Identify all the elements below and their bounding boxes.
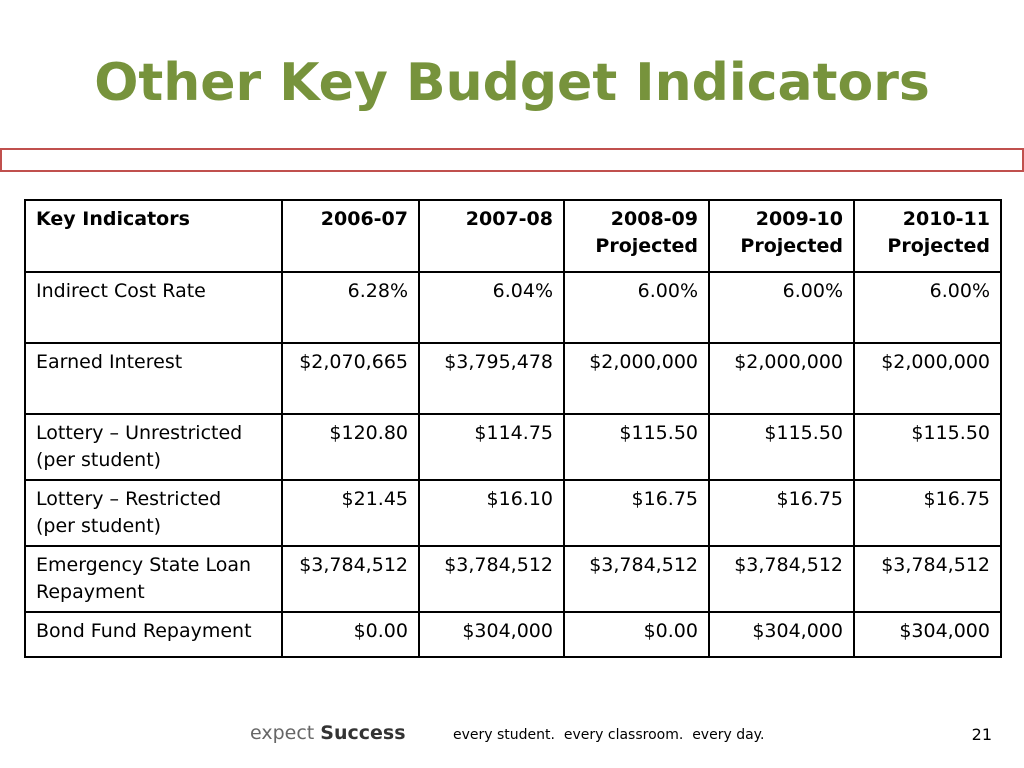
table-cell: $16.75 [563, 479, 710, 547]
row-label: Bond Fund Repayment [24, 611, 283, 658]
table-row: Bond Fund Repayment $0.00 $304,000 $0.00… [24, 611, 1002, 658]
table-cell: $114.75 [418, 413, 565, 481]
table-cell: 6.28% [281, 271, 420, 344]
row-label: Indirect Cost Rate [24, 271, 283, 344]
brand-success: Success [320, 722, 406, 744]
table-cell: $2,000,000 [563, 342, 710, 415]
table-cell: $115.50 [853, 413, 1002, 481]
table-cell: $21.45 [281, 479, 420, 547]
footer-brand-logo: expect Success [250, 722, 406, 744]
table-cell: $16.75 [853, 479, 1002, 547]
table-cell: $0.00 [281, 611, 420, 658]
table-row: Lottery – Unrestricted (per student) $120… [24, 413, 1002, 481]
table-cell: $2,070,665 [281, 342, 420, 415]
table-cell: $115.50 [563, 413, 710, 481]
row-label: Emergency State Loan Repayment [24, 545, 283, 613]
table-row: Emergency State Loan Repayment $3,784,512… [24, 545, 1002, 613]
row-label: Earned Interest [24, 342, 283, 415]
table-row: Lottery – Restricted (per student) $21.45… [24, 479, 1002, 547]
table-cell: 6.00% [853, 271, 1002, 344]
slide-title: Other Key Budget Indicators [94, 53, 930, 113]
table-cell: $16.75 [708, 479, 855, 547]
table-cell: $120.80 [281, 413, 420, 481]
table-cell: $3,784,512 [418, 545, 565, 613]
slide-number: 21 [971, 725, 992, 744]
table-cell: $3,784,512 [281, 545, 420, 613]
table-cell: 6.04% [418, 271, 565, 344]
indicators-table: Key Indicators 2006-07 2007-08 2008-09 Pr… [24, 199, 1002, 658]
table-cell: $304,000 [853, 611, 1002, 658]
table-cell: $3,795,478 [418, 342, 565, 415]
table-row: Indirect Cost Rate 6.28% 6.04% 6.00% 6.0… [24, 271, 1002, 344]
column-header: 2010-11 Projected [853, 199, 1002, 273]
table-cell: $304,000 [708, 611, 855, 658]
row-label: Lottery – Unrestricted (per student) [24, 413, 283, 481]
column-header: 2009-10 Projected [708, 199, 855, 273]
table-cell: $3,784,512 [708, 545, 855, 613]
table-cell: $304,000 [418, 611, 565, 658]
indicators-table-container: Key Indicators 2006-07 2007-08 2008-09 Pr… [24, 199, 1002, 658]
table-cell: $3,784,512 [853, 545, 1002, 613]
table-cell: 6.00% [708, 271, 855, 344]
table-cell: $2,000,000 [708, 342, 855, 415]
table-cell: $16.10 [418, 479, 565, 547]
column-header: 2008-09 Projected [563, 199, 710, 273]
column-header: Key Indicators [24, 199, 283, 273]
row-label: Lottery – Restricted (per student) [24, 479, 283, 547]
column-header: 2006-07 [281, 199, 420, 273]
table-cell: $2,000,000 [853, 342, 1002, 415]
table-cell: 6.00% [563, 271, 710, 344]
footer-tagline: every student. every classroom. every da… [453, 727, 765, 743]
table-header-row: Key Indicators 2006-07 2007-08 2008-09 Pr… [24, 199, 1002, 273]
table-cell: $0.00 [563, 611, 710, 658]
column-header: 2007-08 [418, 199, 565, 273]
table-cell: $3,784,512 [563, 545, 710, 613]
table-cell: $115.50 [708, 413, 855, 481]
table-row: Earned Interest $2,070,665 $3,795,478 $2… [24, 342, 1002, 415]
brand-expect: expect [250, 722, 315, 744]
title-divider-bar [0, 148, 1024, 172]
